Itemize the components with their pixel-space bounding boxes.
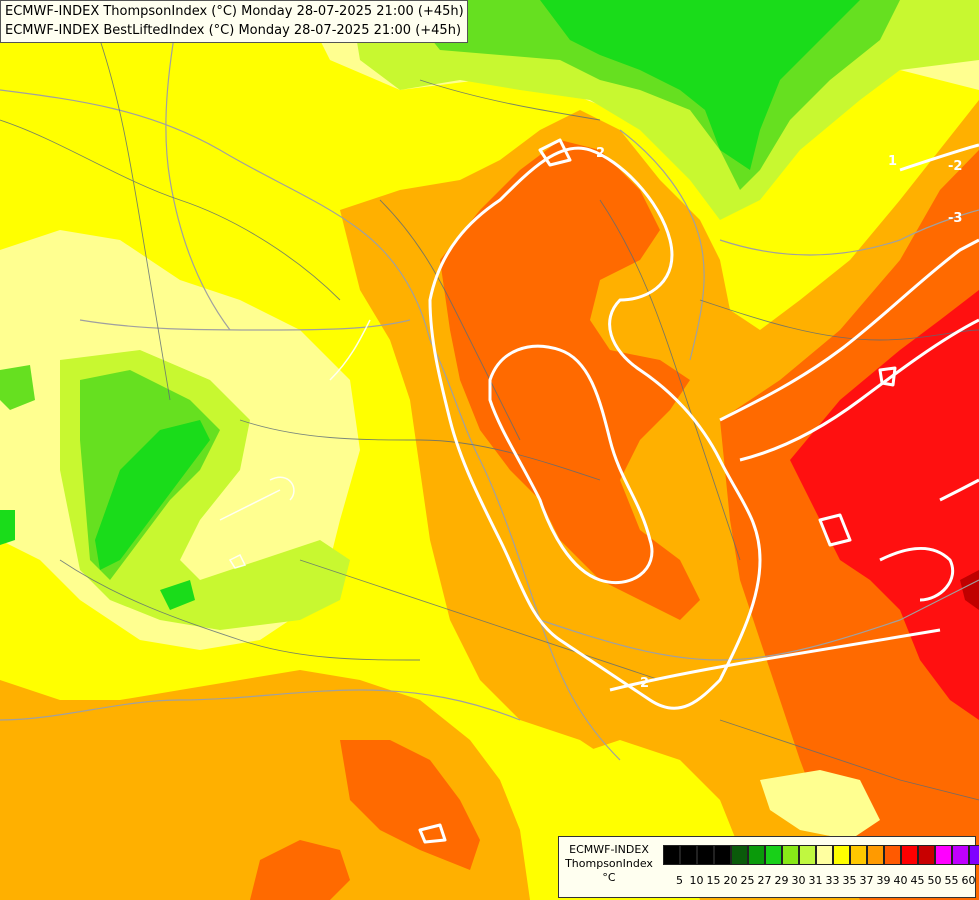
lifted-index-contours-thin	[219, 319, 371, 569]
contour-label: -2	[948, 159, 962, 174]
region-light-yellow-south	[760, 770, 880, 840]
legend-swatch	[663, 845, 680, 865]
legend-tick-label: 60	[961, 874, 976, 887]
legend-swatch	[901, 845, 918, 865]
legend-swatch	[782, 845, 799, 865]
contour-label: 2	[596, 146, 605, 161]
legend-ticks: 5 10 15 20 25 27 29 30 31 33 35 37 39 40 45 50 55 60	[663, 874, 977, 888]
legend-subtitle: ThompsonIndex	[565, 857, 653, 870]
legend-tick-label: 30	[791, 874, 806, 887]
legend-unit: °C	[602, 871, 616, 884]
lifted-index-contours	[418, 138, 979, 844]
legend-title: ECMWF-INDEX	[569, 843, 649, 856]
region-green-west-edge	[0, 365, 35, 410]
country-borders	[0, 0, 979, 761]
legend-swatch	[697, 845, 714, 865]
map-title-line-thompson-index: ECMWF-INDEX ThompsonIndex (°C) Monday 28…	[5, 4, 464, 19]
legend-tick-label: 27	[757, 874, 772, 887]
color-legend: ECMWF-INDEX ThompsonIndex °C 5 10 15 20 25 27…	[558, 836, 979, 898]
legend-tick-label: 5	[676, 874, 683, 887]
legend-swatch	[680, 845, 697, 865]
legend-tick-label: 35	[842, 874, 857, 887]
legend-tick-label: 10	[689, 874, 704, 887]
legend-swatch	[850, 845, 867, 865]
region-bright-green-west	[95, 420, 210, 570]
region-bright-green-north	[540, 0, 860, 170]
legend-tick-label: 39	[876, 874, 891, 887]
map-title-line-best-lifted-index: ECMWF-INDEX BestLiftedIndex (°C) Monday …	[5, 23, 462, 38]
legend-swatch	[816, 845, 833, 865]
region-borders	[0, 39, 979, 801]
legend-swatch	[918, 845, 935, 865]
legend-swatch	[969, 845, 979, 865]
legend-swatch	[952, 845, 969, 865]
legend-swatch	[799, 845, 816, 865]
legend-tick-label: 25	[740, 874, 755, 887]
contour-labels: 2 2 1 -2 -3	[596, 146, 962, 691]
legend-swatch	[714, 845, 731, 865]
legend-swatches	[663, 845, 979, 865]
region-dark-orange-southwest	[250, 840, 350, 900]
legend-tick-label: 50	[927, 874, 942, 887]
legend-tick-label: 45	[910, 874, 925, 887]
legend-tick-label: 37	[859, 874, 874, 887]
region-dark-red-east	[960, 570, 979, 610]
region-green-west-edge-2	[0, 510, 15, 545]
region-orange-south	[0, 670, 530, 900]
region-red-east	[790, 290, 979, 720]
contour-label: 1	[888, 154, 897, 169]
legend-swatch	[867, 845, 884, 865]
legend-tick-label: 33	[825, 874, 840, 887]
region-dark-orange-central	[440, 140, 700, 620]
contour-label: -3	[948, 211, 962, 226]
legend-swatch	[731, 845, 748, 865]
legend-tick-label: 40	[893, 874, 908, 887]
legend-swatch	[748, 845, 765, 865]
legend-tick-label: 31	[808, 874, 823, 887]
map-title-box: ECMWF-INDEX ThompsonIndex (°C) Monday 28…	[0, 0, 468, 43]
legend-swatch	[765, 845, 782, 865]
contour-label: 2	[640, 676, 649, 691]
legend-swatch	[833, 845, 850, 865]
legend-tick-label: 29	[774, 874, 789, 887]
legend-tick-label: 55	[944, 874, 959, 887]
legend-swatch	[884, 845, 901, 865]
region-green-west-2	[160, 580, 195, 610]
legend-tick-label: 20	[723, 874, 738, 887]
legend-swatch	[935, 845, 952, 865]
legend-label: ECMWF-INDEX ThompsonIndex °C	[559, 843, 659, 885]
legend-tick-label: 15	[706, 874, 721, 887]
